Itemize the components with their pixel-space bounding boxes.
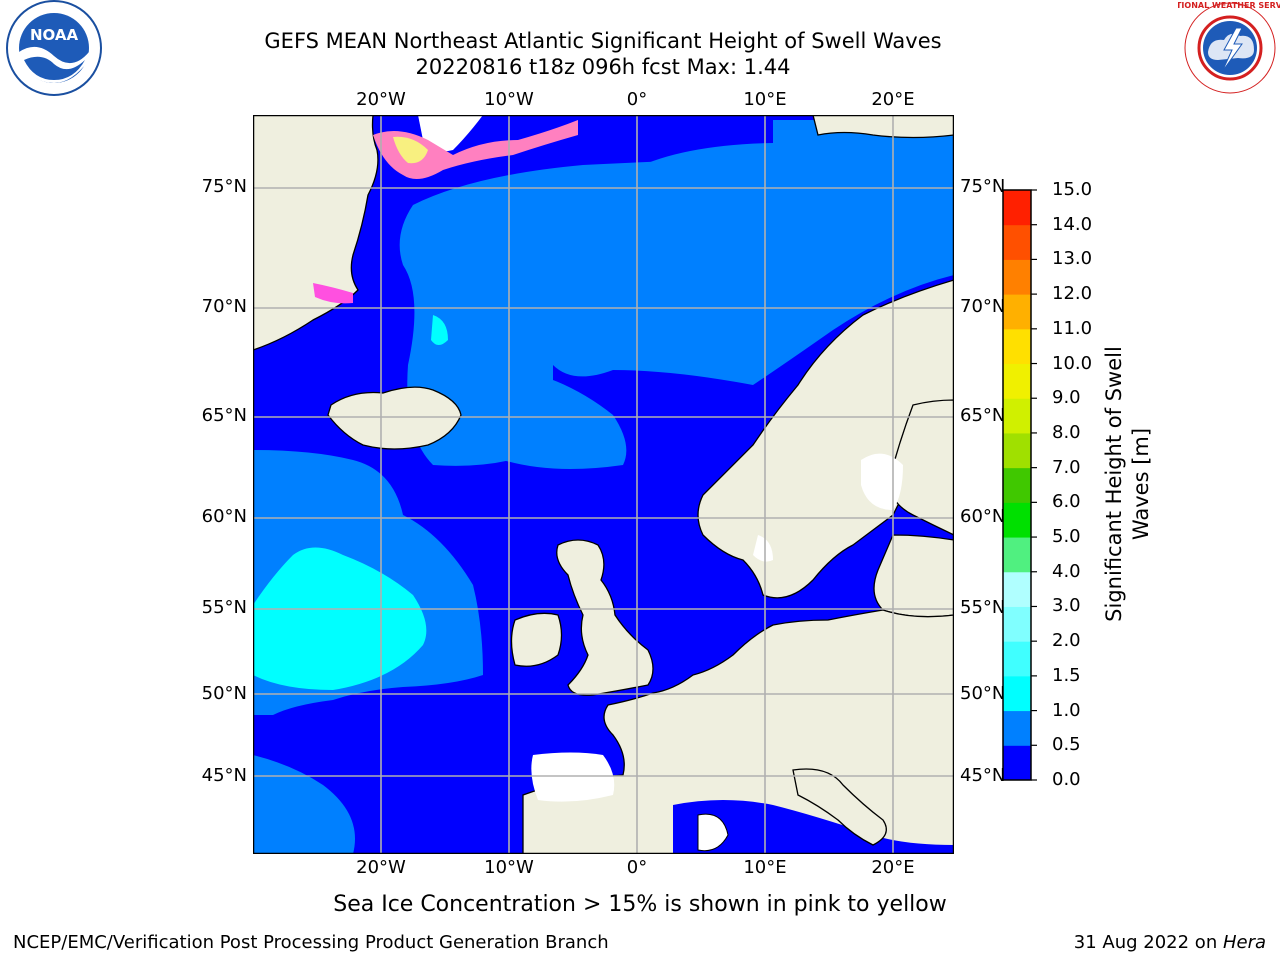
- colorbar-swatch-4: [1003, 606, 1031, 642]
- colorbar-swatch-16: [1003, 190, 1031, 226]
- colorbar-tick-label-13: 11.0: [1052, 317, 1093, 339]
- land-great-britain: [556, 539, 654, 696]
- colorbar-swatch-12: [1003, 328, 1031, 365]
- credit-host: Hera: [1222, 932, 1266, 953]
- lat-label-right-60n: 60°N: [960, 506, 1006, 527]
- swell-region-southwest: [253, 755, 355, 854]
- land-denmark-mask: [753, 535, 773, 562]
- colorbar-title-line1: Significant Height of Swell: [1102, 346, 1126, 622]
- colorbar-tick-label-15: 13.0: [1052, 248, 1093, 270]
- colorbar-swatch-3: [1003, 641, 1031, 677]
- lat-label-left-75n: 75°N: [201, 176, 247, 197]
- land-italy: [792, 768, 887, 846]
- colorbar-swatch-0: [1003, 745, 1031, 781]
- colorbar-swatch-2: [1003, 675, 1031, 712]
- map-frame: [253, 115, 954, 854]
- colorbar-tick-label-8: 6.0: [1052, 491, 1081, 513]
- lat-label-right-75n: 75°N: [960, 176, 1006, 197]
- land-finland: [887, 399, 954, 536]
- swell-region-cyan-small: [431, 315, 448, 345]
- land-ireland: [510, 612, 563, 667]
- lon-label-bottom-20e: 20°E: [871, 857, 915, 878]
- colorbar-tick-label-11: 9.0: [1052, 387, 1081, 409]
- colorbar-tick-label-2: 1.0: [1052, 699, 1081, 721]
- lat-label-right-50n: 50°N: [960, 683, 1006, 704]
- lon-label-top-10w: 10°W: [484, 89, 534, 110]
- lon-label-top-0: 0°: [626, 89, 648, 110]
- land-iberia-interior: [531, 752, 615, 802]
- colorbar-title: Significant Height of Swell Waves [m]: [1101, 274, 1155, 694]
- colorbar-tick-label-12: 10.0: [1052, 352, 1093, 374]
- lat-label-right-55n: 55°N: [960, 597, 1006, 618]
- colorbar-title-line2: Waves [m]: [1129, 427, 1153, 541]
- lon-label-bottom-20w: 20°W: [356, 857, 406, 878]
- credit-date: 31 Aug 2022 on: [1073, 932, 1223, 953]
- nws-logo-text: NATIONAL WEATHER SERVICE: [1178, 1, 1280, 10]
- colorbar-tick-label-16: 14.0: [1052, 213, 1093, 235]
- colorbar-swatch-13: [1003, 294, 1031, 330]
- colorbar-swatch-8: [1003, 467, 1031, 503]
- nws-logo: NATIONAL WEATHER SERVICE: [1178, 1, 1280, 94]
- colorbar-tick-label-1: 0.5: [1052, 734, 1081, 756]
- lat-label-right-65n: 65°N: [960, 405, 1006, 426]
- credit-right: 31 Aug 2022 on Hera: [1074, 932, 1266, 953]
- lat-label-left-70n: 70°N: [201, 296, 247, 317]
- lon-label-bottom-0: 0°: [626, 857, 648, 878]
- colorbar-tick-label-3: 1.5: [1052, 664, 1081, 686]
- colorbar-swatch-11: [1003, 363, 1031, 399]
- colorbar-tick-label-0: 0.0: [1052, 769, 1081, 790]
- colorbar-swatch-1: [1003, 710, 1031, 746]
- lon-label-bottom-10e: 10°E: [743, 857, 787, 878]
- colorbar-frame: [1002, 189, 1032, 781]
- lat-label-left-45n: 45°N: [201, 765, 247, 786]
- colorbar-swatch-15: [1003, 224, 1031, 260]
- sea-ice-caption: Sea Ice Concentration > 15% is shown in …: [333, 892, 947, 917]
- colorbar-tick-label-4: 2.0: [1052, 630, 1081, 652]
- colorbar-tick-label-5: 3.0: [1052, 595, 1081, 617]
- colorbar-swatch-6: [1003, 537, 1031, 573]
- colorbar-swatch-7: [1003, 502, 1031, 538]
- colorbar-swatch-10: [1003, 398, 1031, 434]
- sea-ice-greenland-yellow: [393, 136, 428, 164]
- noaa-logo-text: NOAA: [30, 26, 79, 44]
- sea-mediterranean: [673, 800, 954, 854]
- colorbar-tick-label-7: 5.0: [1052, 526, 1081, 548]
- graticule: [253, 115, 954, 854]
- lat-label-left-55n: 55°N: [201, 597, 247, 618]
- colorbar-tick-label-9: 7.0: [1052, 456, 1081, 478]
- map-plot: [253, 115, 954, 854]
- colorbar-swatch-9: [1003, 432, 1031, 469]
- lon-label-top-20e: 20°E: [871, 89, 915, 110]
- noaa-logo: NOAA: [6, 0, 102, 96]
- chart-title: GEFS MEAN Northeast Atlantic Significant…: [264, 29, 942, 53]
- ice-greenland: [418, 115, 483, 152]
- colorbar-tick-label-17: 15.0: [1052, 179, 1093, 200]
- colorbar-tick-label-6: 4.0: [1052, 560, 1081, 582]
- credit-left: NCEP/EMC/Verification Post Processing Pr…: [13, 932, 609, 953]
- lat-label-left-60n: 60°N: [201, 506, 247, 527]
- lon-label-top-20w: 20°W: [356, 89, 406, 110]
- lon-label-bottom-10w: 10°W: [484, 857, 534, 878]
- chart-subtitle: 20220816 t18z 096h fcst Max: 1.44: [415, 55, 791, 79]
- sea-ice-east-greenland: [313, 283, 353, 304]
- lat-label-right-70n: 70°N: [960, 296, 1006, 317]
- swell-region-cyan: [253, 547, 427, 690]
- land-iceland: [327, 386, 462, 450]
- colorbar-tick-label-10: 8.0: [1052, 421, 1081, 443]
- colorbar-swatch-14: [1003, 259, 1031, 295]
- land-sardinia: [697, 813, 729, 852]
- colorbar: [1002, 189, 1037, 781]
- colorbar-tick-label-14: 12.0: [1052, 283, 1093, 305]
- sea-ice-greenland: [373, 120, 578, 179]
- lat-label-left-65n: 65°N: [201, 405, 247, 426]
- lon-label-top-10e: 10°E: [743, 89, 787, 110]
- lat-label-left-50n: 50°N: [201, 683, 247, 704]
- colorbar-swatch-5: [1003, 571, 1031, 607]
- lat-label-right-45n: 45°N: [960, 765, 1006, 786]
- land-svalbard: [812, 115, 954, 139]
